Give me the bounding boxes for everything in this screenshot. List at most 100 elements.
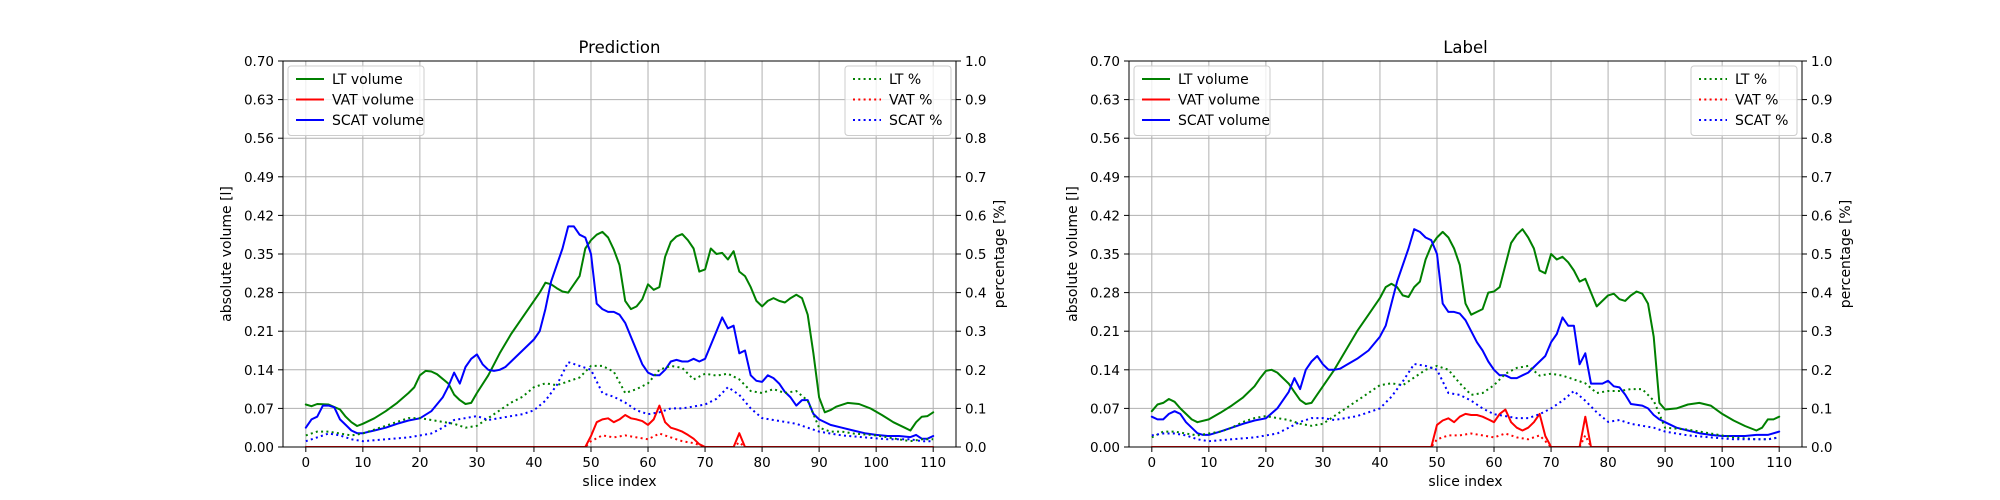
y-tick-label: 0.49 <box>1090 170 1120 186</box>
x-axis-label: slice index <box>582 474 656 490</box>
y-tick-label: 0.70 <box>244 54 274 70</box>
y2-tick-label: 1.0 <box>1811 54 1832 70</box>
y2-axis-label: percentage [%] <box>992 200 1008 308</box>
y-tick-label: 0.28 <box>1090 286 1120 302</box>
y-tick-label: 0.42 <box>1090 208 1120 224</box>
legend-entry: SCAT % <box>889 113 942 129</box>
x-tick-label: 90 <box>1657 455 1674 471</box>
y2-tick-label: 0.8 <box>965 131 986 147</box>
x-tick-label: 80 <box>1599 455 1616 471</box>
y-tick-label: 0.07 <box>244 401 274 417</box>
legend-entry: VAT volume <box>1178 93 1260 109</box>
series-line-scat-volume <box>1150 228 1781 437</box>
legend-volume: LT volume VAT volume SCAT volume <box>1133 65 1271 136</box>
series-line-lt-volume <box>1150 228 1781 432</box>
y2-tick-label: 0.3 <box>1811 324 1832 340</box>
y-tick-label: 0.07 <box>1090 401 1120 417</box>
x-tick-label: 30 <box>1314 455 1331 471</box>
x-tick-label: 60 <box>1485 455 1502 471</box>
y2-tick-label: 0.9 <box>1811 93 1832 109</box>
y2-tick-label: 0.9 <box>965 93 986 109</box>
legend-box <box>1133 65 1271 136</box>
y2-tick-label: 0.0 <box>965 440 986 456</box>
y-tick-label: 0.35 <box>244 247 274 263</box>
y2-tick-label: 0.6 <box>1811 208 1832 224</box>
legend-box <box>844 65 952 136</box>
x-tick-label: 60 <box>639 455 656 471</box>
x-tick-label: 70 <box>696 455 713 471</box>
x-tick-label: 20 <box>411 455 428 471</box>
series-line-vat-volume <box>304 404 935 447</box>
y2-tick-label: 0.5 <box>1811 247 1832 263</box>
x-tick-label: 100 <box>1709 455 1735 471</box>
legend-entry: SCAT volume <box>1178 113 1270 129</box>
y2-axis-label: percentage [%] <box>1838 200 1854 308</box>
y2-tick-label: 0.0 <box>1811 440 1832 456</box>
x-tick-label: 10 <box>354 455 371 471</box>
series-line-lt-volume <box>304 230 935 432</box>
y2-tick-label: 1.0 <box>965 54 986 70</box>
y-tick-label: 0.00 <box>1090 440 1120 456</box>
x-tick-label: 90 <box>811 455 828 471</box>
x-axis-label: slice index <box>1428 474 1502 490</box>
x-tick-label: 0 <box>302 455 311 471</box>
y-tick-label: 0.00 <box>244 440 274 456</box>
y2-tick-label: 0.2 <box>1811 363 1832 379</box>
y-tick-label: 0.21 <box>244 324 274 340</box>
y2-tick-label: 0.5 <box>965 247 986 263</box>
x-tick-label: 110 <box>920 455 946 471</box>
x-tick-label: 50 <box>582 455 599 471</box>
x-tick-label: 80 <box>753 455 770 471</box>
legend-entry: VAT % <box>889 93 932 109</box>
chart-panel-prediction: 0 10 20 30 40 50 60 70 80 90 100 110 0.00 0.07 0.14 0.2… <box>219 38 1008 490</box>
legend-entry: LT volume <box>1178 72 1249 88</box>
y-tick-label: 0.49 <box>244 170 274 186</box>
legend-entry: SCAT volume <box>332 113 424 129</box>
y-tick-label: 0.56 <box>1090 131 1120 147</box>
x-tick-label: 40 <box>525 455 542 471</box>
y-tick-label: 0.42 <box>244 208 274 224</box>
series-line-lt-pct <box>1151 364 1780 441</box>
legend-entry: LT volume <box>332 72 403 88</box>
y2-tick-label: 0.1 <box>1811 401 1832 417</box>
legend-percentage: LT % VAT % SCAT % <box>844 65 952 136</box>
x-tick-label: 0 <box>1148 455 1157 471</box>
y-tick-label: 0.70 <box>1090 54 1120 70</box>
y2-tick-label: 0.3 <box>965 324 986 340</box>
series-group <box>304 225 935 447</box>
x-tick-label: 10 <box>1200 455 1217 471</box>
y2-tick-label: 0.7 <box>965 170 986 186</box>
y-axis-label: absolute volume [l] <box>219 186 235 322</box>
series-line-scat-pct <box>305 361 934 443</box>
y2-tick-label: 0.4 <box>965 286 986 302</box>
x-tick-label: 110 <box>1766 455 1792 471</box>
x-tick-label: 70 <box>1542 455 1559 471</box>
y-tick-label: 0.63 <box>244 93 274 109</box>
legend-entry: SCAT % <box>1735 113 1788 129</box>
y2-tick-label: 0.4 <box>1811 286 1832 302</box>
series-line-vat-volume <box>1150 408 1781 447</box>
y-tick-label: 0.63 <box>1090 93 1120 109</box>
y-tick-label: 0.14 <box>244 363 274 379</box>
legend-entry: VAT % <box>1735 93 1778 109</box>
legend-percentage: LT % VAT % SCAT % <box>1690 65 1798 136</box>
x-tick-label: 30 <box>468 455 485 471</box>
legend-box <box>1690 65 1798 136</box>
chart-panel-label: 0 10 20 30 40 50 60 70 80 90 100 110 0.00 0.07 0.14 0.2… <box>1065 38 1854 490</box>
y-tick-label: 0.14 <box>1090 363 1120 379</box>
x-tick-label: 100 <box>863 455 889 471</box>
legend-box <box>287 65 425 136</box>
chart-title: Prediction <box>579 38 661 57</box>
legend-volume: LT volume VAT volume SCAT volume <box>287 65 425 136</box>
y-tick-label: 0.21 <box>1090 324 1120 340</box>
series-group <box>1150 228 1781 447</box>
legend-entry: LT % <box>889 72 921 88</box>
y2-tick-label: 0.2 <box>965 363 986 379</box>
series-line-scat-volume <box>304 225 935 440</box>
series-line-vat-pct <box>1151 432 1780 447</box>
y-tick-label: 0.28 <box>244 286 274 302</box>
y2-tick-label: 0.8 <box>1811 131 1832 147</box>
legend-entry: LT % <box>1735 72 1767 88</box>
y2-tick-label: 0.1 <box>965 401 986 417</box>
